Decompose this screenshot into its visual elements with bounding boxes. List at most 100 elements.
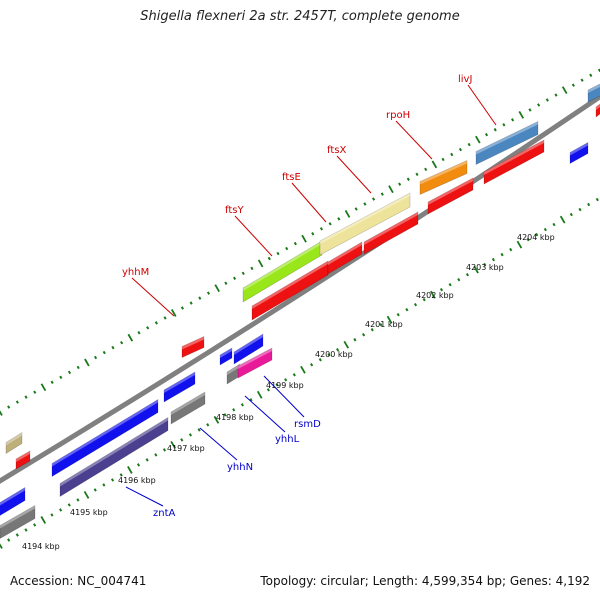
forward-cds-feature-5-highlight	[484, 140, 544, 175]
yhhL-feature	[233, 333, 264, 365]
tick-mark	[257, 259, 264, 268]
leader-lines	[125, 84, 497, 507]
small-blue-feature-2-highlight	[570, 142, 588, 156]
tick-mark	[370, 328, 374, 332]
tick-mark	[405, 307, 409, 312]
tick-mark	[24, 395, 28, 399]
tick-mark	[83, 491, 90, 499]
tick-mark	[554, 93, 558, 97]
leader-line	[244, 395, 286, 433]
leader-line	[131, 277, 175, 317]
tick-mark	[535, 232, 539, 237]
kbp-label: 4194 kbp	[22, 542, 60, 551]
small-blue-feature-2	[569, 141, 589, 165]
tick-mark	[380, 192, 384, 196]
yhhM-feature-highlight	[182, 336, 204, 350]
tick-mark	[162, 448, 167, 452]
tick-mark	[300, 365, 306, 374]
tick-mark	[543, 227, 547, 232]
kbp-label: 4200 kbp	[315, 350, 353, 359]
leader-line	[125, 486, 164, 507]
leader-line	[467, 84, 497, 126]
purple-feature-highlight	[60, 417, 168, 487]
gene-label: yhhL	[275, 434, 300, 445]
tick-mark	[240, 403, 244, 407]
yhhM-feature	[181, 336, 205, 358]
tick-mark	[578, 207, 582, 212]
tick-mark	[170, 309, 177, 317]
tick-mark	[0, 543, 3, 549]
tick-mark	[431, 160, 438, 169]
small-red-feature-highlight	[16, 451, 30, 462]
tick-mark	[276, 251, 280, 256]
tick-mark	[337, 217, 341, 221]
tick-mark	[188, 433, 193, 437]
tick-mark	[528, 108, 532, 112]
genome-backbone	[0, 93, 600, 484]
tick-mark	[493, 128, 497, 132]
tick-mark	[354, 207, 358, 211]
rsmD-feature	[237, 347, 273, 379]
gene-label: livJ	[458, 74, 472, 85]
tick-mark	[214, 284, 220, 293]
kbp-label: 4195 kbp	[70, 508, 108, 517]
tick-mark	[483, 262, 487, 267]
gene-label: ftsE	[282, 172, 301, 183]
leader-line	[199, 427, 238, 461]
gene-label: ftsX	[327, 145, 346, 156]
tick-mark	[439, 287, 444, 292]
forward-cds-feature-3	[363, 211, 419, 255]
tick-mark	[7, 405, 11, 409]
tick-mark	[310, 363, 314, 367]
tick-mark	[33, 390, 37, 394]
leader-line	[291, 182, 327, 223]
tick-mark	[580, 78, 584, 82]
tick-mark	[59, 375, 63, 380]
tick-mark	[353, 338, 357, 342]
tick-mark	[372, 197, 376, 201]
tick-mark	[50, 380, 54, 384]
zntA-feature-highlight	[52, 399, 158, 467]
tick-mark	[15, 533, 19, 537]
tick-mark	[491, 257, 495, 262]
tick-mark	[465, 272, 470, 277]
forward-cds-feature-5	[483, 139, 545, 185]
ftsE-ftsX-feature	[319, 192, 411, 256]
gene-label: yhhN	[227, 462, 253, 473]
tick-mark	[127, 465, 133, 474]
tick-mark	[250, 266, 254, 271]
tick-mark	[197, 428, 201, 432]
tick-mark	[189, 301, 193, 305]
forward-cds-feature-4	[427, 177, 474, 215]
edge-feature-2	[595, 103, 600, 118]
tick-mark	[110, 478, 115, 482]
tick-mark	[328, 222, 332, 226]
tick-mark	[537, 103, 541, 107]
small-blue-feature-highlight	[220, 348, 232, 358]
tick-mark	[266, 388, 270, 392]
tick-mark	[206, 291, 211, 295]
kbp-label: 4199 kbp	[266, 381, 304, 390]
map-title: Shigella flexneri 2a str. 2457T, complet…	[140, 9, 460, 24]
tick-mark	[415, 172, 419, 177]
tick-mark	[589, 73, 593, 77]
kbp-label: 4196 kbp	[118, 476, 156, 485]
tick-mark	[0, 410, 3, 416]
olive-feature	[5, 431, 23, 455]
yhhN-feature	[163, 371, 196, 403]
tick-mark	[76, 498, 80, 502]
edge-feature-2-highlight	[596, 104, 600, 110]
tick-mark	[180, 306, 185, 310]
tick-mark	[275, 383, 279, 387]
edge-feature-highlight	[588, 84, 600, 93]
tick-mark	[33, 523, 37, 527]
tick-mark	[561, 86, 568, 95]
gray-feature	[0, 504, 36, 539]
tick-mark	[223, 413, 227, 417]
tick-mark	[163, 316, 167, 320]
tick-mark	[379, 323, 383, 327]
gene-label: ftsY	[225, 205, 244, 216]
tick-mark	[406, 177, 410, 181]
tick-mark	[430, 290, 436, 299]
